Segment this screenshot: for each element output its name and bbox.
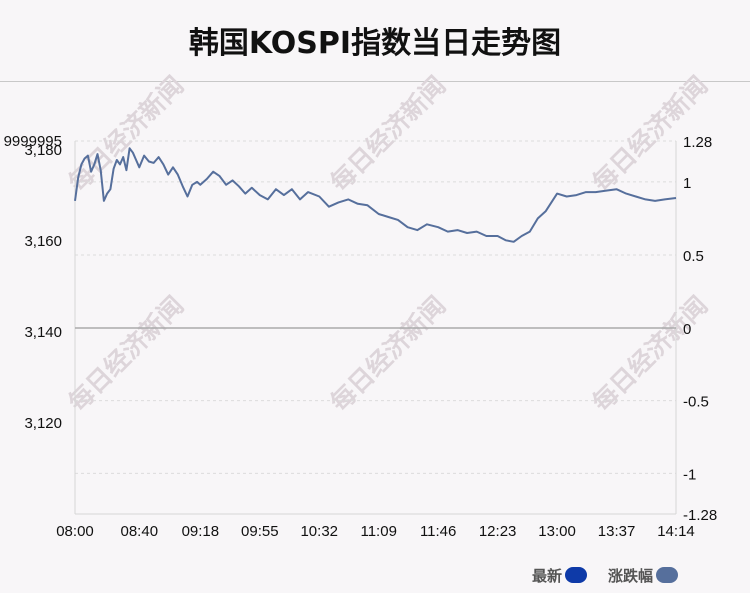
- x-tick-label: 11:09: [360, 523, 396, 540]
- x-tick-label: 09:18: [182, 523, 220, 540]
- legend-swatch-change: [656, 567, 679, 583]
- legend-item-change[interactable]: 涨跌幅: [608, 564, 679, 586]
- y-right-tick-label: 1.28: [683, 134, 712, 151]
- y-left-tick-label: 3,140: [24, 324, 62, 341]
- watermark-text: 每日经济新闻: [325, 71, 452, 198]
- legend-item-latest[interactable]: 最新: [532, 564, 588, 586]
- y-left-tick-label: 3,120: [24, 415, 62, 432]
- x-tick-label: 12:23: [479, 523, 517, 540]
- legend-label-change: 涨跌幅: [608, 566, 654, 585]
- title-divider: [0, 81, 750, 82]
- legend-label-latest: 最新: [532, 566, 563, 585]
- series-layer: [74, 147, 677, 243]
- watermark-text: 每日经济新闻: [325, 291, 452, 418]
- axes: 08:00 08:40 09:18 09:55 10:32 11:09 11:46 12:23…: [4, 133, 718, 540]
- legend-swatch-latest: [565, 567, 588, 583]
- x-tick-label: 11:46: [420, 523, 456, 540]
- y-right-tick-label: -1: [683, 466, 696, 483]
- y-right-tick-label: -1.28: [683, 507, 717, 524]
- y-right-tick-label: -0.5: [683, 394, 709, 411]
- x-tick-label: 10:32: [300, 523, 338, 540]
- y-left-tick-label: 3,160: [24, 233, 62, 250]
- x-tick-label: 09:55: [241, 523, 279, 540]
- x-tick-label: 14:14: [657, 523, 695, 540]
- watermark-text: 每日经济新闻: [63, 291, 190, 418]
- watermark-text: 每日经济新闻: [63, 71, 190, 198]
- y-right-tick-label: 0.5: [683, 248, 704, 265]
- x-tick-label: 13:37: [598, 523, 636, 540]
- y-left-tick-label: 9999995: [4, 133, 62, 150]
- series-line-1: [74, 147, 677, 243]
- chart-title: 韩国KOSPI指数当日走势图: [188, 26, 562, 61]
- x-tick-label: 13:00: [538, 523, 576, 540]
- y-left-tick-label: 3,180: [24, 142, 62, 159]
- y-right-tick-label: 0: [683, 321, 691, 338]
- x-tick-label: 08:00: [56, 523, 94, 540]
- x-tick-label: 08:40: [121, 523, 159, 540]
- y-right-tick-label: 1: [683, 175, 691, 192]
